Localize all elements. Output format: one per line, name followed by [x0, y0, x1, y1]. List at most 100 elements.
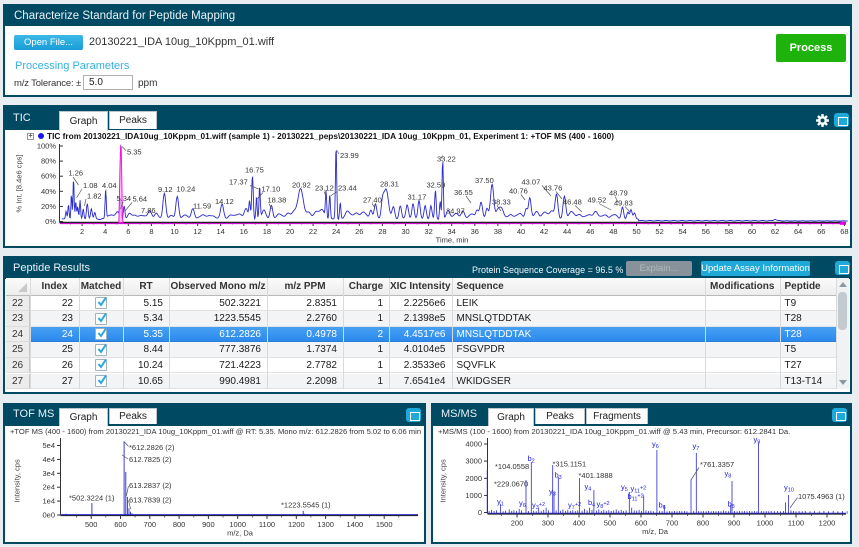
svg-text:m/z, Da: m/z, Da	[642, 527, 669, 536]
svg-text:1400: 1400	[347, 520, 364, 529]
svg-text:42: 42	[540, 227, 548, 236]
svg-text:1200: 1200	[819, 519, 836, 528]
svg-text:b3: b3	[555, 471, 562, 482]
svg-text:m/z, Da: m/z, Da	[227, 529, 254, 538]
svg-text:0%: 0%	[45, 217, 56, 226]
svg-text:1500: 1500	[376, 520, 393, 529]
svg-text:56: 56	[702, 227, 710, 236]
svg-text:Time, min: Time, min	[436, 236, 469, 245]
svg-text:b8: b8	[728, 500, 735, 511]
svg-text:*401.1888: *401.1888	[579, 471, 613, 480]
svg-text:36.55: 36.55	[454, 188, 473, 197]
svg-text:50: 50	[632, 227, 640, 236]
svg-text:38.33: 38.33	[492, 198, 511, 207]
svg-text:37.50: 37.50	[475, 176, 494, 185]
svg-text:20: 20	[286, 227, 294, 236]
svg-text:y3+2: y3+2	[532, 501, 545, 512]
svg-text:49.52: 49.52	[588, 196, 607, 205]
svg-text:100%: 100%	[37, 142, 57, 151]
svg-text:*229.0670: *229.0670	[494, 480, 528, 489]
svg-text:2000: 2000	[465, 474, 482, 483]
svg-text:23.99: 23.99	[340, 151, 359, 160]
svg-text:*761.3357: *761.3357	[700, 460, 734, 469]
svg-text:49.83: 49.83	[614, 199, 633, 208]
svg-text:36: 36	[471, 227, 479, 236]
svg-text:58: 58	[725, 227, 733, 236]
svg-text:y3: y3	[549, 487, 556, 498]
svg-text:y1: y1	[497, 497, 504, 508]
svg-text:5.35: 5.35	[127, 148, 142, 157]
svg-text:20.92: 20.92	[292, 181, 311, 190]
svg-text:2: 2	[80, 227, 84, 236]
svg-text:32: 32	[424, 227, 432, 236]
svg-text:y8+2: y8+2	[597, 500, 610, 511]
svg-text:27.40: 27.40	[363, 196, 382, 205]
svg-text:b4: b4	[588, 498, 595, 509]
svg-text:48.79: 48.79	[609, 189, 628, 198]
svg-text:40.76: 40.76	[509, 187, 528, 196]
svg-text:17.37: 17.37	[229, 178, 248, 187]
svg-text:46.48: 46.48	[563, 198, 582, 207]
svg-text:1.08: 1.08	[83, 181, 98, 190]
svg-text:62: 62	[771, 227, 779, 236]
svg-text:*315.1151: *315.1151	[553, 460, 587, 469]
svg-text:y6: y6	[652, 440, 659, 451]
svg-text:40: 40	[517, 227, 525, 236]
svg-text:4e4: 4e4	[42, 455, 55, 464]
svg-text:30: 30	[401, 227, 409, 236]
svg-text:1.26: 1.26	[69, 169, 84, 178]
svg-text:16.75: 16.75	[245, 166, 264, 175]
svg-text:33.22: 33.22	[437, 155, 456, 164]
svg-text:1100: 1100	[788, 519, 804, 528]
svg-text:40%: 40%	[41, 187, 56, 196]
svg-text:23.12: 23.12	[315, 184, 334, 193]
svg-text:17.10: 17.10	[262, 185, 281, 194]
svg-text:14: 14	[217, 227, 225, 236]
svg-text:500: 500	[85, 520, 98, 529]
svg-text:*612.2826 (2): *612.2826 (2)	[129, 443, 175, 452]
svg-text:5e4: 5e4	[42, 441, 55, 450]
svg-text:6: 6	[126, 227, 130, 236]
svg-text:1300: 1300	[317, 520, 334, 529]
svg-text:y5: y5	[621, 483, 628, 494]
svg-text:200: 200	[511, 519, 524, 528]
svg-text:32.59: 32.59	[427, 181, 446, 190]
svg-text:600: 600	[114, 520, 127, 529]
svg-text:*1223.5545 (1): *1223.5545 (1)	[281, 501, 331, 510]
svg-text:y8: y8	[725, 469, 732, 480]
svg-text:y6: y6	[519, 499, 526, 510]
svg-text:b6: b6	[659, 501, 666, 512]
svg-text:16: 16	[240, 227, 248, 236]
svg-text:8: 8	[149, 227, 153, 236]
svg-text:26: 26	[355, 227, 363, 236]
svg-text:600: 600	[635, 519, 648, 528]
svg-text:y9: y9	[754, 435, 761, 446]
svg-text:2e4: 2e4	[42, 483, 55, 492]
svg-text:52: 52	[655, 227, 663, 236]
svg-text:28.31: 28.31	[380, 180, 399, 189]
svg-text:43.76: 43.76	[544, 184, 563, 193]
svg-text:24: 24	[332, 227, 340, 236]
svg-text:613.2837 (2): 613.2837 (2)	[129, 481, 172, 490]
svg-text:7.86: 7.86	[141, 206, 156, 215]
svg-text:1000: 1000	[465, 491, 482, 500]
svg-text:14.12: 14.12	[215, 197, 234, 206]
svg-text:38: 38	[494, 227, 502, 236]
svg-text:1100: 1100	[259, 520, 275, 529]
svg-text:80%: 80%	[41, 157, 56, 166]
svg-text:400: 400	[573, 519, 586, 528]
svg-text:0e0: 0e0	[42, 511, 55, 520]
svg-text:4: 4	[103, 227, 107, 236]
svg-text:1200: 1200	[288, 520, 305, 529]
svg-text:68: 68	[840, 227, 848, 236]
svg-text:3e4: 3e4	[42, 469, 55, 478]
svg-text:18: 18	[263, 227, 271, 236]
svg-text:800: 800	[697, 519, 710, 528]
svg-text:46: 46	[586, 227, 594, 236]
svg-text:612.7825 (2): 612.7825 (2)	[129, 455, 172, 464]
svg-text:y10: y10	[784, 483, 794, 494]
svg-text:0: 0	[478, 508, 482, 517]
svg-text:1.82: 1.82	[87, 192, 102, 201]
svg-text:y7+2: y7+2	[568, 501, 581, 512]
svg-text:20%: 20%	[41, 202, 56, 211]
